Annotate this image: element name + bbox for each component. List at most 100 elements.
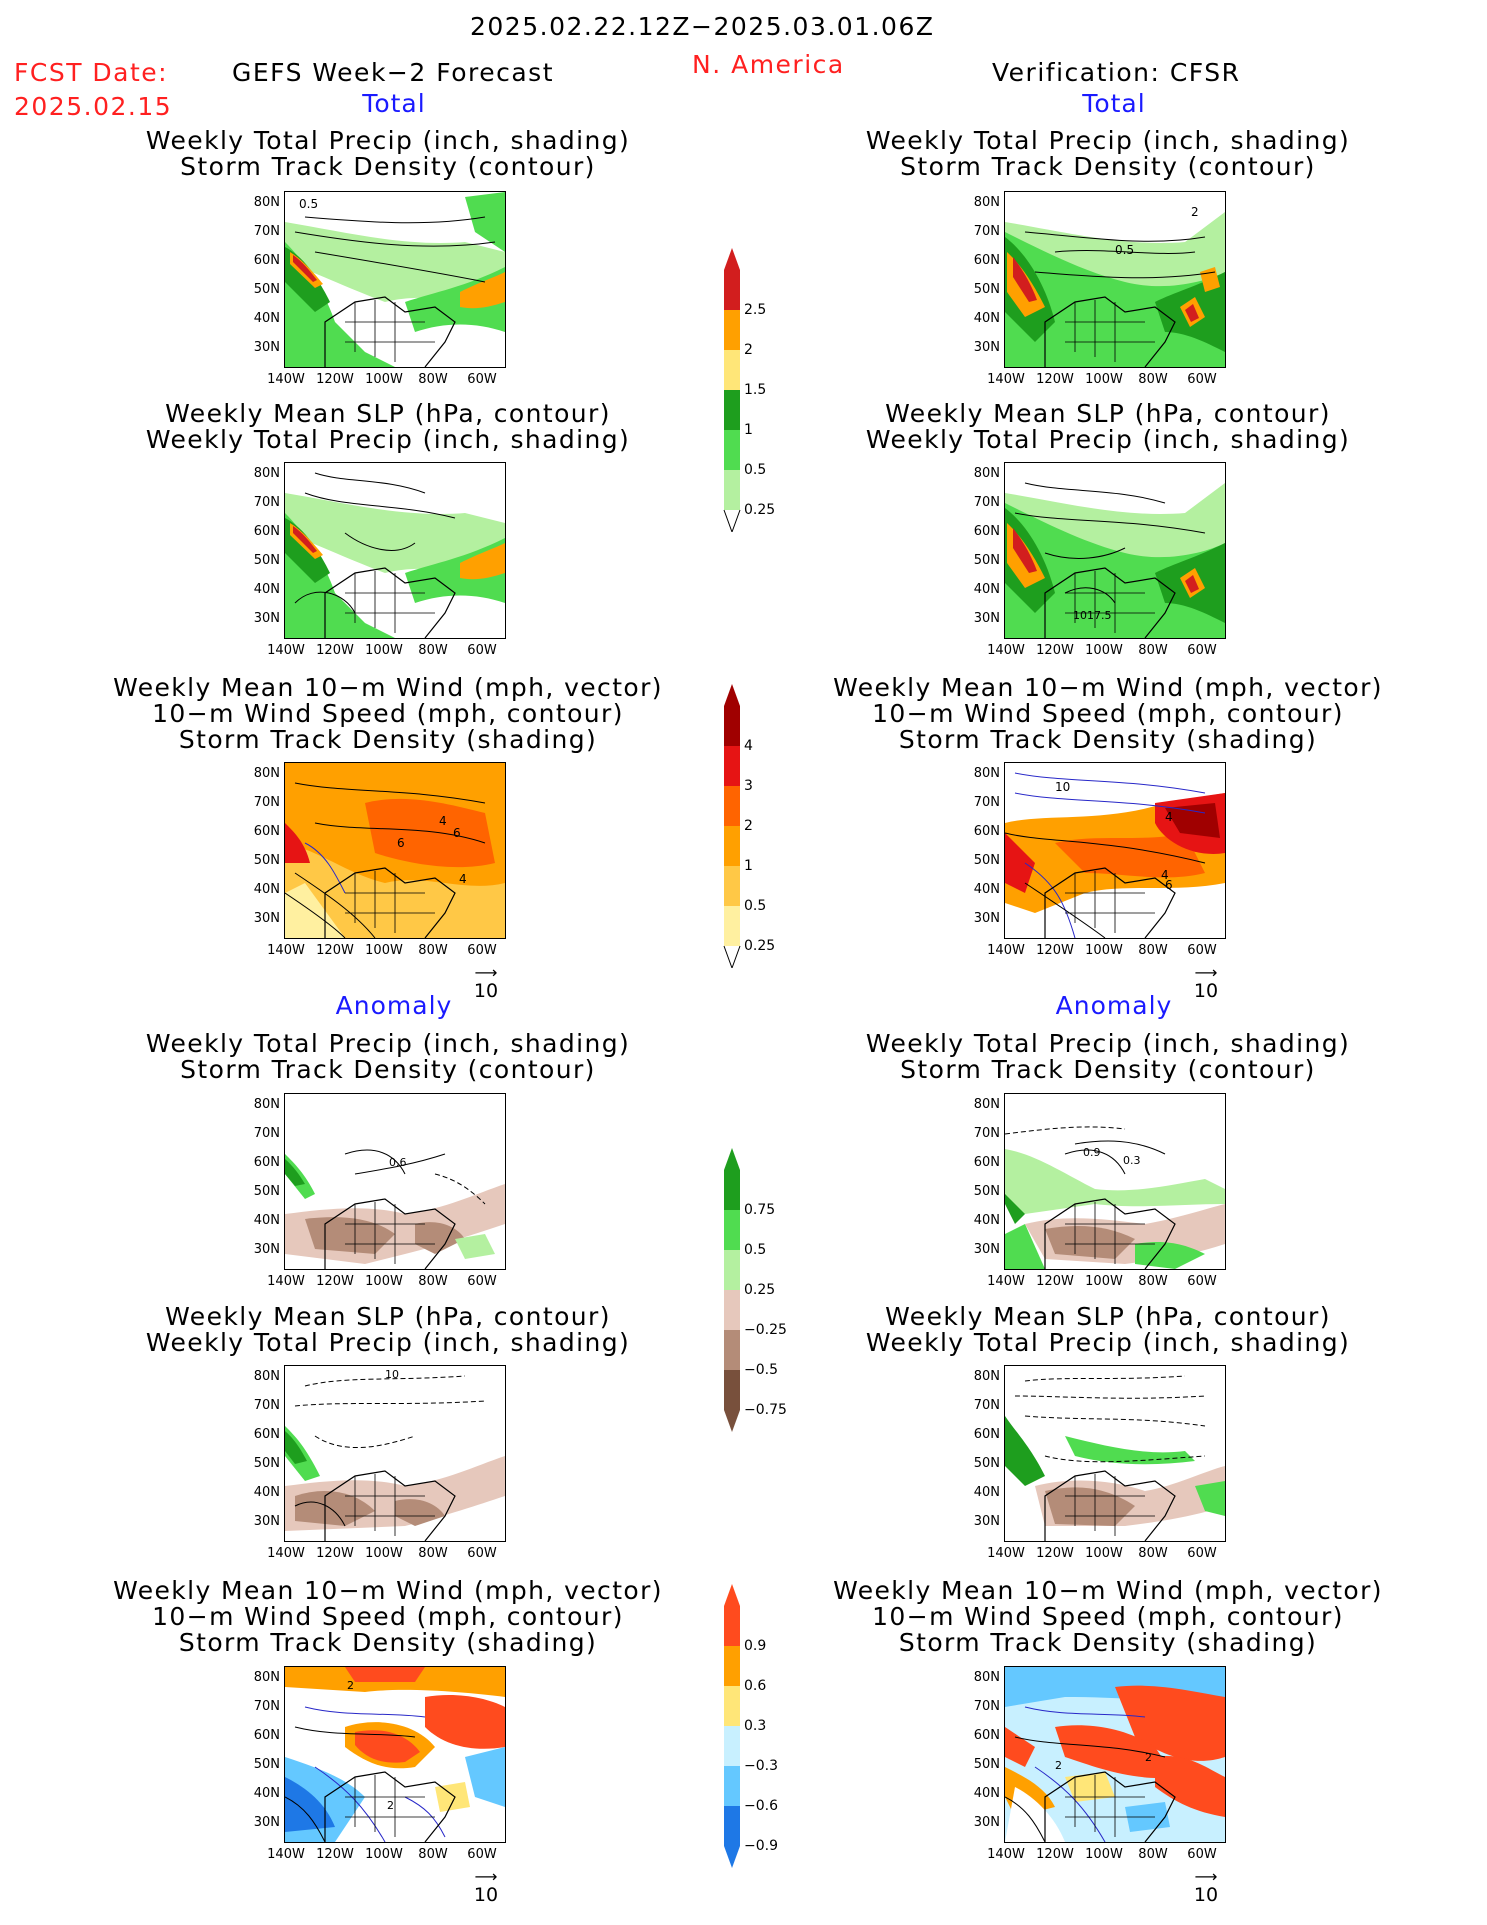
title-line: 10−m Wind Speed (mph, contour) [152, 1602, 624, 1631]
title-line: Weekly Mean 10−m Wind (mph, vector) [113, 1576, 663, 1605]
longitude-tick-label: 140W [987, 1546, 1025, 1561]
colorbar-tick-label: 0.5 [744, 462, 767, 478]
latitude-tick-label: 70N [973, 224, 1000, 239]
section-anomaly-left: Anomaly [335, 991, 453, 1020]
vector-reference: ⟶ 10 [1186, 965, 1226, 1003]
colorbar-tick-label: 2 [744, 818, 753, 834]
contour-label: 1017.5 [1073, 609, 1112, 622]
longitude-tick-label: 80W [418, 372, 448, 387]
latitude-tick-label: 70N [973, 495, 1000, 510]
region-title: N. America [692, 50, 845, 79]
longitude-tick-label: 60W [467, 372, 497, 387]
map-panel-precip-storm-anom-verif: 0.9 0.3 [1004, 1093, 1226, 1270]
latitude-tick-label: 60N [973, 824, 1000, 839]
vector-ref-value: 10 [473, 980, 499, 1002]
vector-ref-value: 10 [473, 1884, 499, 1906]
panel-title: Weekly Total Precip (inch, shading) Stor… [68, 128, 708, 180]
verification-title: Verification: CFSR [992, 58, 1241, 87]
contour-label: 6 [1165, 878, 1173, 892]
panel-title: Weekly Mean SLP (hPa, contour) Weekly To… [788, 1304, 1428, 1356]
longitude-tick-label: 80W [1138, 1274, 1168, 1289]
colorbar-segment [724, 1806, 740, 1846]
section-total-right: Total [1082, 89, 1146, 118]
title-line: Storm Track Density (shading) [178, 725, 598, 754]
panel-title: Weekly Mean SLP (hPa, contour) Weekly To… [68, 401, 708, 453]
colorbar-tick-label: 0.25 [744, 502, 776, 518]
title-line: Weekly Total Precip (inch, shading) [865, 126, 1351, 155]
colorbar-segment [724, 390, 740, 430]
latitude-tick-label: 40N [973, 1213, 1000, 1228]
title-line: Storm Track Density (shading) [898, 725, 1318, 754]
longitude-tick-label: 140W [267, 372, 305, 387]
panel-title: Weekly Mean 10−m Wind (mph, vector) 10−m… [788, 675, 1428, 753]
vector-ref-value: 10 [1193, 980, 1219, 1002]
longitude-tick-label: 100W [1085, 943, 1123, 958]
latitude-tick-label: 30N [253, 1514, 280, 1529]
vector-reference: ⟶ 10 [466, 965, 506, 1003]
latitude-tick-label: 60N [973, 1427, 1000, 1442]
map-panel-slp-precip-anom-fcst: 10 [284, 1365, 506, 1542]
colorbar-tick-label: 0.5 [744, 898, 767, 914]
longitude-tick-label: 100W [365, 1847, 403, 1862]
colorbar-tick-label: 0.6 [744, 1678, 767, 1694]
colorbar-cap [723, 945, 741, 968]
colorbar-tick-label: 0.75 [744, 1202, 776, 1218]
title-line: Weekly Total Precip (inch, shading) [145, 1029, 631, 1058]
latitude-tick-label: 40N [973, 1485, 1000, 1500]
title-line: Weekly Total Precip (inch, shading) [865, 425, 1351, 454]
colorbar-segment [724, 866, 740, 906]
colorbar-tick-label: 2 [744, 342, 753, 358]
contour-label: 4 [1165, 810, 1173, 824]
colorbar-cap [724, 1148, 740, 1170]
title-line: Weekly Mean 10−m Wind (mph, vector) [833, 673, 1383, 702]
vector-reference: ⟶ 10 [466, 1867, 506, 1907]
map-panel-wind-storm-anom-verif: 2 2 [1004, 1666, 1226, 1843]
colorbar-tick-label: 4 [744, 738, 753, 754]
colorbar-segment [724, 1606, 740, 1646]
latitude-tick-label: 30N [973, 1514, 1000, 1529]
colorbar-tick-label: −0.5 [744, 1362, 778, 1378]
latitude-tick-label: 60N [253, 1155, 280, 1170]
colorbar-tick-label: 1.5 [744, 382, 767, 398]
colorbar-tick-label: −0.6 [744, 1798, 778, 1814]
contour-label: 4 [439, 814, 447, 828]
colorbar-segment [724, 706, 740, 746]
longitude-tick-label: 120W [1036, 643, 1074, 658]
latitude-tick-label: 50N [253, 1184, 280, 1199]
longitude-tick-label: 140W [987, 643, 1025, 658]
latitude-tick-label: 70N [973, 795, 1000, 810]
colorbar-tick-label: 1 [744, 858, 753, 874]
colorbar-segment [724, 786, 740, 826]
longitude-tick-label: 140W [987, 943, 1025, 958]
map-panel-slp-precip-anom-verif [1004, 1365, 1226, 1542]
latitude-tick-label: 80N [253, 195, 280, 210]
latitude-tick-label: 50N [973, 1456, 1000, 1471]
colorbar-segment [724, 270, 740, 310]
title-line: Weekly Mean SLP (hPa, contour) [165, 1302, 611, 1331]
longitude-tick-label: 100W [1085, 372, 1123, 387]
latitude-tick-label: 40N [253, 1786, 280, 1801]
latitude-tick-label: 30N [973, 611, 1000, 626]
colorbar-tick-label: 3 [744, 778, 753, 794]
colorbar-segment [724, 1290, 740, 1330]
longitude-tick-label: 60W [467, 643, 497, 658]
map-panel-wind-storm-anom-fcst: 2 2 [284, 1666, 506, 1843]
title-line: Weekly Mean 10−m Wind (mph, vector) [833, 1576, 1383, 1605]
latitude-tick-label: 80N [973, 466, 1000, 481]
colorbar-segment [724, 1726, 740, 1766]
latitude-tick-label: 40N [253, 1485, 280, 1500]
longitude-tick-label: 140W [987, 1847, 1025, 1862]
latitude-tick-label: 80N [253, 1097, 280, 1112]
latitude-tick-label: 50N [253, 282, 280, 297]
latitude-tick-label: 80N [973, 195, 1000, 210]
title-line: 10−m Wind Speed (mph, contour) [872, 1602, 1344, 1631]
title-line: Storm Track Density (shading) [178, 1628, 598, 1657]
colorbar-cap [724, 1584, 740, 1606]
colorbar-tick-label: 0.25 [744, 1282, 776, 1298]
longitude-tick-label: 60W [467, 1546, 497, 1561]
panel-title: Weekly Mean SLP (hPa, contour) Weekly To… [68, 1304, 708, 1356]
contour-label: 2 [1055, 1759, 1062, 1772]
colorbar-segment [724, 350, 740, 390]
title-line: Weekly Total Precip (inch, shading) [145, 126, 631, 155]
arrow-right-icon: ⟶ [474, 1867, 498, 1886]
